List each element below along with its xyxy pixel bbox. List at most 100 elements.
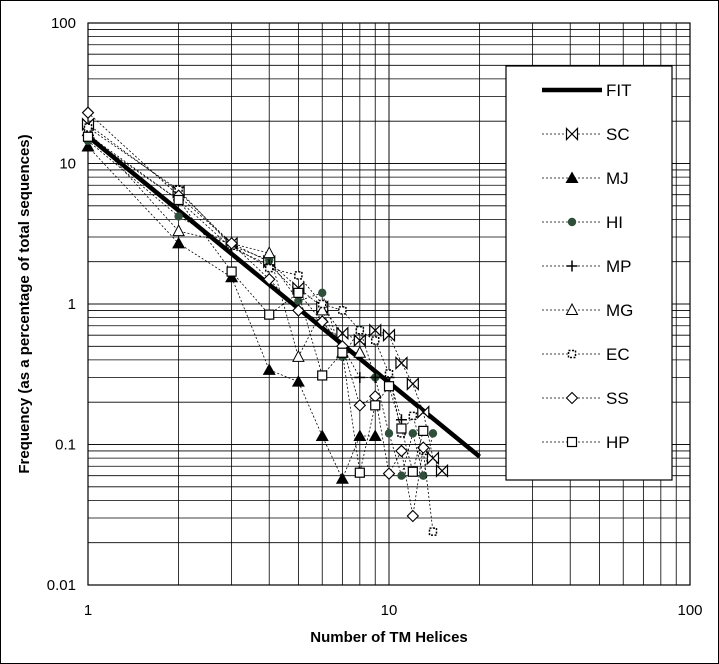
legend-item-hi: HI xyxy=(542,213,623,232)
series-line-hi xyxy=(87,140,434,478)
data-point-sc xyxy=(369,323,382,338)
data-point-hp xyxy=(407,466,418,477)
data-point-ss xyxy=(262,272,276,286)
legend-label-hi: HI xyxy=(606,213,623,232)
data-point-mj xyxy=(291,375,305,387)
legend-label-hp: HP xyxy=(606,433,630,452)
data-point-mg xyxy=(315,303,329,316)
data-point-ec xyxy=(428,527,438,536)
legend-marker-ss xyxy=(565,391,579,405)
legend-box xyxy=(505,65,673,481)
data-point-hp xyxy=(82,131,94,142)
legend-item-hp: HP xyxy=(542,433,630,452)
legend-item-ec: EC xyxy=(542,345,630,364)
data-point-hp xyxy=(370,400,381,411)
legend-item-mj: MJ xyxy=(542,169,629,188)
data-point-mg xyxy=(172,224,185,237)
data-point-ec xyxy=(294,271,303,280)
series-line-ec xyxy=(87,127,434,532)
data-point-hi xyxy=(318,288,327,298)
data-point-mj xyxy=(315,429,329,441)
legend-label-mj: MJ xyxy=(606,169,629,188)
data-point-ss xyxy=(292,304,305,317)
data-point-hp xyxy=(354,467,365,478)
y-tick-label: 1 xyxy=(68,296,76,313)
series-hp xyxy=(82,131,429,478)
series-ss xyxy=(81,106,430,523)
legend-label-fit: FIT xyxy=(606,81,632,100)
x-tick-label: 10 xyxy=(381,602,398,619)
data-point-hp xyxy=(264,309,275,320)
legend-item-fit: FIT xyxy=(542,81,632,100)
data-point-ec xyxy=(370,336,380,345)
legend-label-sc: SC xyxy=(606,125,630,144)
data-point-ec xyxy=(264,263,274,273)
legend: FIT SC MJ HI MP MG EC SS HP xyxy=(505,65,673,481)
data-point-hp xyxy=(337,347,348,358)
data-point-hi xyxy=(419,471,428,480)
data-point-mg xyxy=(292,349,305,362)
data-point-mj xyxy=(335,472,349,484)
x-axis-title: Number of TM Helices xyxy=(310,629,468,646)
data-point-sc xyxy=(336,326,349,341)
legend-label-ss: SS xyxy=(606,389,629,408)
data-point-ss xyxy=(406,509,420,523)
legend-item-ss: SS xyxy=(542,389,629,408)
y-tick-label: 0.1 xyxy=(55,437,76,454)
legend-item-mg: MG xyxy=(542,301,633,320)
data-point-sc xyxy=(382,328,396,343)
data-point-hp xyxy=(317,370,328,381)
tick-labels: 1 10 100 100 10 1 0.1 0.01 xyxy=(47,15,703,619)
data-point-hp xyxy=(173,194,184,206)
data-point-hi xyxy=(397,471,406,480)
legend-marker-hp xyxy=(566,436,578,448)
data-point-hp xyxy=(396,423,407,434)
series-line-mg xyxy=(87,130,360,358)
data-point-hp xyxy=(418,425,429,436)
data-point-sc xyxy=(406,376,419,391)
data-point-hi xyxy=(428,429,438,438)
data-point-hp xyxy=(293,287,304,298)
data-point-mp xyxy=(369,371,381,383)
data-point-mj xyxy=(353,429,367,441)
legend-marker-mp xyxy=(566,260,578,272)
data-point-ec xyxy=(83,123,93,132)
data-point-ec xyxy=(355,326,365,335)
legend-marker-ec xyxy=(567,349,577,359)
y-axis-title: Frequency (as a percentage of total sequ… xyxy=(16,134,33,473)
data-point-ss xyxy=(382,467,396,480)
data-point-ss xyxy=(81,106,95,119)
legend-marker-mj xyxy=(565,171,579,183)
x-tick-label: 1 xyxy=(84,602,92,619)
y-tick-label: 100 xyxy=(51,15,76,32)
data-point-ss xyxy=(225,237,238,250)
data-point-ss xyxy=(353,399,367,412)
series-fit xyxy=(86,134,482,459)
data-point-hi xyxy=(384,429,394,438)
legend-item-mp: MP xyxy=(542,257,632,276)
data-point-hi xyxy=(174,212,183,221)
data-point-hi xyxy=(408,429,418,438)
data-point-mp xyxy=(354,371,366,383)
data-point-mj xyxy=(81,140,95,152)
data-point-mg xyxy=(262,246,276,259)
legend-label-ec: EC xyxy=(606,345,630,364)
legend-label-mp: MP xyxy=(606,257,632,276)
data-point-ec xyxy=(338,306,347,315)
data-point-hp xyxy=(383,381,395,392)
data-point-sc xyxy=(395,356,408,370)
data-point-ss xyxy=(315,315,329,328)
data-point-ec xyxy=(317,299,327,309)
plot-border xyxy=(87,22,691,586)
data-point-mj xyxy=(172,236,186,249)
legend-item-sc: SC xyxy=(542,125,630,144)
data-point-hi xyxy=(294,296,303,306)
x-tick-label: 100 xyxy=(677,602,702,619)
data-point-mj xyxy=(368,429,382,441)
data-point-ec xyxy=(408,411,418,421)
data-point-ss xyxy=(395,444,408,458)
legend-label-mg: MG xyxy=(606,301,633,320)
y-tick-label: 10 xyxy=(59,156,76,173)
series-line-mj xyxy=(87,146,376,480)
